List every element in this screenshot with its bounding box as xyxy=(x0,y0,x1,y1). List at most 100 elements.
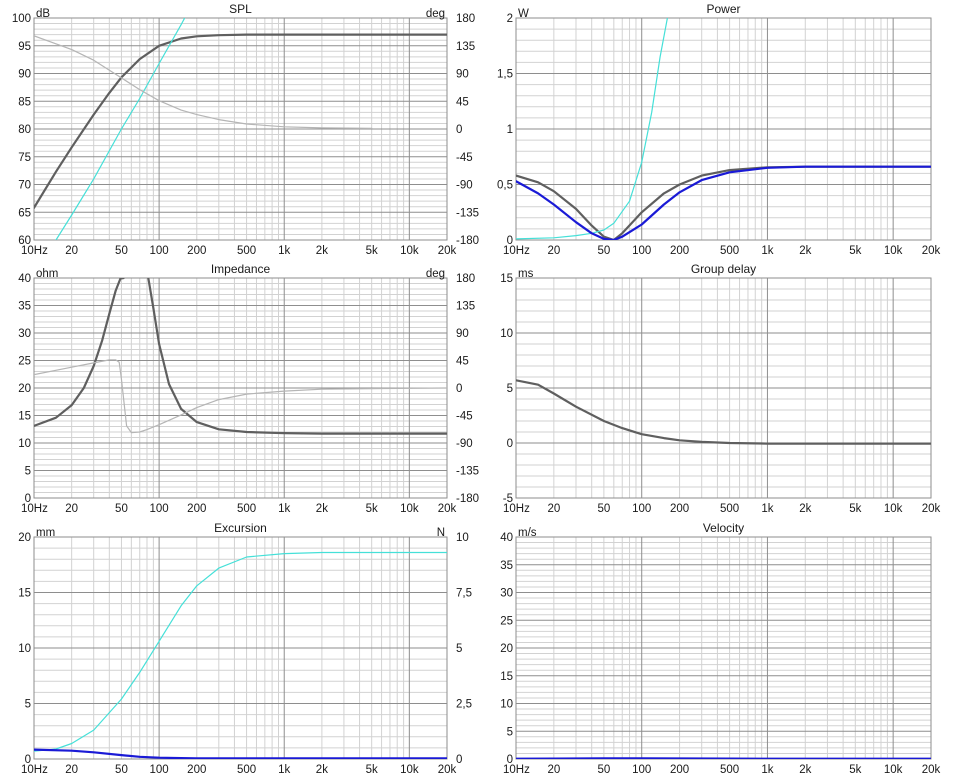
y-tick-label: 5 xyxy=(507,726,513,738)
y2-tick-label: 0 xyxy=(456,124,462,136)
series-line-1 xyxy=(147,278,447,435)
y-tick-label: 5 xyxy=(25,699,31,711)
y2-tick-label: 135 xyxy=(456,41,475,53)
y2-tick-label: 2,5 xyxy=(456,699,472,711)
y-tick-label: 15 xyxy=(500,671,513,683)
y-tick-label: 0 xyxy=(507,438,513,450)
y-tick-label: 0 xyxy=(25,754,31,766)
y-tick-label: 90 xyxy=(18,69,31,81)
y-tick-label: 2 xyxy=(507,13,513,25)
right-unit-label: N xyxy=(437,527,445,539)
series-line-2 xyxy=(34,359,447,434)
x-tick-label: 200 xyxy=(187,764,206,776)
y-tick-label: 20 xyxy=(18,383,31,395)
x-tick-label: 10Hz xyxy=(21,764,48,776)
x-tick-label: 20 xyxy=(547,503,560,515)
x-tick-label: 50 xyxy=(115,503,128,515)
x-tick-label: 10Hz xyxy=(21,245,48,257)
y-tick-label: 30 xyxy=(18,328,31,340)
y-tick-label: 1,5 xyxy=(497,69,513,81)
x-tick-label: 2k xyxy=(799,764,811,776)
y2-tick-label: 45 xyxy=(456,96,469,108)
chart-1: Power W 0 0,5 1 1,5 2 10Hz 20 50 100 200 500 1k 2k 5k 10… xyxy=(497,2,941,257)
chart-title: Excursion xyxy=(214,521,267,535)
y2-tick-label: 90 xyxy=(456,328,469,340)
y-tick-label: 15 xyxy=(18,588,31,600)
x-tick-label: 20 xyxy=(65,503,78,515)
chart-3: Group delay ms -5 0 5 10 15 10Hz 20 50 100 200 500 1k… xyxy=(500,262,940,515)
y2-tick-label: 135 xyxy=(456,301,475,313)
y-tick-label: 10 xyxy=(18,643,31,655)
x-tick-label: 1k xyxy=(278,503,290,515)
x-tick-label: 500 xyxy=(237,764,256,776)
x-tick-label: 20k xyxy=(922,503,941,515)
y-tick-label: 25 xyxy=(500,615,513,627)
y-tick-label: 0 xyxy=(507,754,513,766)
x-tick-label: 5k xyxy=(366,245,378,257)
x-tick-label: 500 xyxy=(720,245,739,257)
y-tick-label: 15 xyxy=(18,411,31,423)
x-tick-label: 10k xyxy=(884,764,903,776)
y-tick-label: 65 xyxy=(18,207,31,219)
x-tick-label: 10Hz xyxy=(503,245,530,257)
y-tick-label: 15 xyxy=(500,273,513,285)
x-tick-label: 1k xyxy=(278,764,290,776)
x-tick-label: 10k xyxy=(884,245,903,257)
series-line-0 xyxy=(34,33,447,209)
x-tick-label: 1k xyxy=(761,245,773,257)
x-tick-label: 5k xyxy=(849,245,861,257)
plot-frame xyxy=(515,17,932,241)
chart-title: Group delay xyxy=(691,262,756,276)
x-tick-label: 20 xyxy=(65,764,78,776)
chart-title: Velocity xyxy=(703,521,744,535)
x-tick-label: 200 xyxy=(670,503,689,515)
x-tick-label: 20 xyxy=(65,245,78,257)
y2-tick-label: -180 xyxy=(456,235,479,247)
x-tick-label: 200 xyxy=(187,503,206,515)
x-tick-label: 500 xyxy=(720,764,739,776)
y2-tick-label: 7,5 xyxy=(456,588,472,600)
x-tick-label: 200 xyxy=(187,245,206,257)
y-tick-label: 0 xyxy=(507,235,513,247)
y-tick-label: 5 xyxy=(507,383,513,395)
left-unit-label: W xyxy=(518,8,529,20)
y-tick-label: 10 xyxy=(500,699,513,711)
y-tick-label: 20 xyxy=(18,532,31,544)
plot-frame xyxy=(515,277,932,499)
series-line-0 xyxy=(34,551,447,752)
chart-2: Impedance ohm deg 0 5 10 15 20 25 30 35 40 -180 -135 -… xyxy=(18,262,479,515)
plot-frame xyxy=(33,17,448,241)
x-tick-label: 5k xyxy=(366,503,378,515)
x-tick-label: 500 xyxy=(720,503,739,515)
y-tick-label: 60 xyxy=(18,235,31,247)
x-tick-label: 2k xyxy=(799,245,811,257)
y2-tick-label: 180 xyxy=(456,13,475,25)
x-tick-label: 10Hz xyxy=(503,503,530,515)
chart-5: Velocity m/s 0 5 10 15 20 25 30 35 40 10Hz 20 50 100 20… xyxy=(500,521,940,776)
x-tick-label: 20 xyxy=(547,764,560,776)
x-tick-label: 10Hz xyxy=(21,503,48,515)
y2-tick-label: -135 xyxy=(456,207,479,219)
x-tick-label: 50 xyxy=(597,245,610,257)
y-tick-label: 35 xyxy=(500,560,513,572)
y-tick-label: 20 xyxy=(500,643,513,655)
x-tick-label: 20 xyxy=(547,245,560,257)
x-tick-label: 20k xyxy=(438,245,457,257)
y-tick-label: -5 xyxy=(503,493,513,505)
x-tick-label: 5k xyxy=(849,764,861,776)
y-tick-label: 10 xyxy=(500,328,513,340)
series-line-1 xyxy=(516,18,669,240)
y-tick-label: 70 xyxy=(18,180,31,192)
x-tick-label: 20k xyxy=(438,503,457,515)
x-tick-label: 2k xyxy=(799,503,811,515)
chart-title: Power xyxy=(706,2,740,16)
y2-tick-label: -45 xyxy=(456,411,473,423)
x-tick-label: 100 xyxy=(150,245,169,257)
x-tick-label: 100 xyxy=(632,503,651,515)
y2-tick-label: 5 xyxy=(456,643,462,655)
x-tick-label: 20k xyxy=(922,245,941,257)
x-tick-label: 10k xyxy=(400,764,419,776)
y2-tick-label: -90 xyxy=(456,438,473,450)
y-tick-label: 10 xyxy=(18,438,31,450)
